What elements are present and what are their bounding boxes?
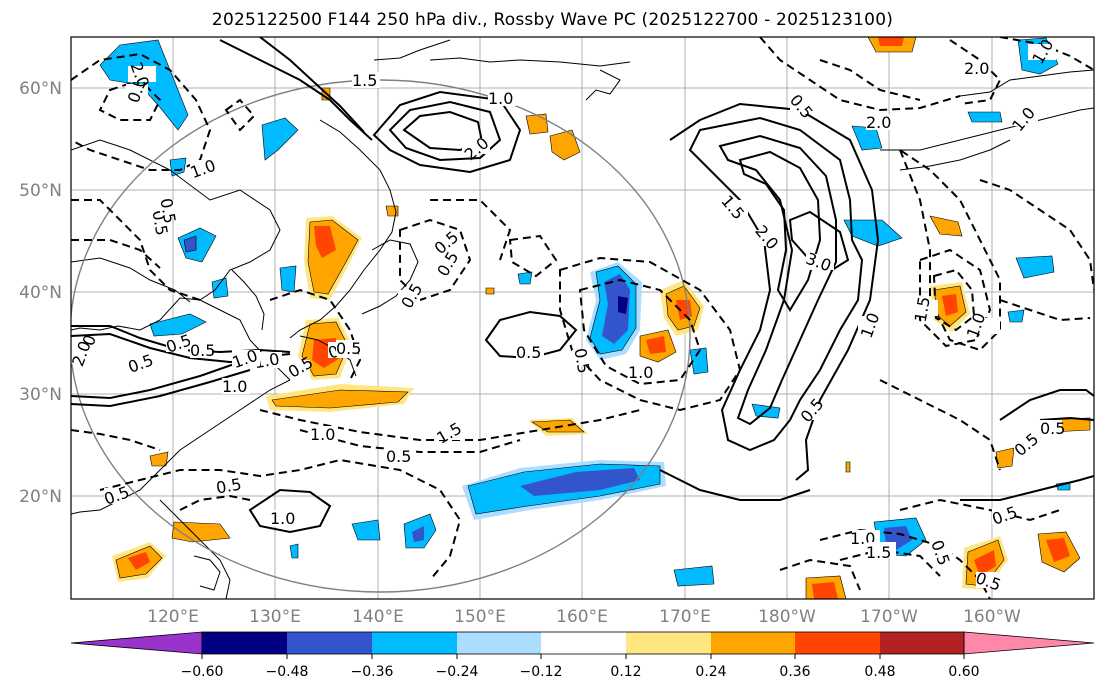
contour-label: 0.5 — [215, 474, 243, 497]
neg-blob — [967, 111, 1003, 123]
colorbar-segment — [626, 632, 711, 654]
contour-label: 0.5 — [190, 341, 215, 360]
contour-label: 2.0 — [866, 113, 891, 132]
lon-label-120e: 120°E — [147, 607, 199, 627]
contour-label: 1.5 — [352, 71, 377, 90]
contour-label: 0.5 — [336, 339, 361, 358]
colorbar-frame — [201, 631, 965, 655]
contour-label: 1.0 — [488, 89, 513, 108]
colorbar-segment — [541, 632, 626, 654]
lon-label-140e: 140°E — [352, 607, 404, 627]
contour-label: 0.5 — [1040, 419, 1065, 438]
neg-blob — [618, 296, 628, 314]
contour-label: 0.5 — [570, 347, 593, 375]
contour-label: 1.0 — [270, 509, 295, 528]
colorbar-segment — [202, 632, 287, 654]
contour-label: 0.5 — [156, 197, 179, 225]
neg-blob — [602, 274, 630, 344]
contour-label: 0.5 — [386, 447, 411, 466]
colorbar-tick-label: 0.36 — [779, 664, 810, 680]
neg-blob — [351, 519, 381, 541]
pos-blob — [485, 287, 495, 295]
neg-blob — [211, 277, 229, 299]
neg-blob — [520, 468, 640, 496]
lat-label-60n: 60°N — [19, 79, 62, 99]
lat-label-20n: 20°N — [19, 487, 62, 507]
latitude-labels: 60°N 50°N 40°N 30°N 20°N — [19, 79, 62, 507]
neg-blob — [183, 235, 197, 253]
pos-blob — [812, 582, 838, 599]
lat-label-50n: 50°N — [19, 181, 62, 201]
lat-label-30n: 30°N — [19, 385, 62, 405]
pos-blob — [128, 552, 150, 570]
neg-blob — [1007, 309, 1025, 323]
colorbar: −0.60 −0.48 −0.36 −0.24 −0.12 0.12 0.24 … — [70, 631, 1095, 680]
contour-label: 1.0 — [222, 377, 247, 396]
neg-blob — [673, 565, 715, 587]
colorbar-segment — [963, 631, 1095, 655]
pos-blob — [149, 451, 169, 467]
pos-blob — [942, 294, 958, 316]
pos-blob — [271, 389, 409, 409]
coastlines — [71, 39, 1094, 599]
lon-label-160e: 160°E — [556, 607, 608, 627]
longitude-labels: 120°E 130°E 140°E 150°E 160°E 170°E 180°… — [147, 607, 1021, 627]
colorbar-tick-label: −0.12 — [520, 664, 563, 680]
neg-blob — [261, 117, 299, 161]
pos-blob — [646, 336, 666, 354]
colorbar-tick-label: −0.36 — [351, 664, 394, 680]
lon-label-150e: 150°E — [454, 607, 506, 627]
divergence-shading — [99, 37, 1091, 599]
colorbar-segment — [287, 632, 372, 654]
contour-label: 1.5 — [911, 295, 934, 323]
plot-frame — [70, 36, 1095, 600]
pos-blob — [845, 461, 851, 473]
lat-label-40n: 40°N — [19, 283, 62, 303]
colorbar-ticks — [201, 654, 965, 659]
positive-contours — [71, 37, 1094, 534]
colorbar-tick-label: −0.48 — [266, 664, 309, 680]
colorbar-tick-label: 0.12 — [610, 664, 641, 680]
map-plot-area: 0.5 1.5 1.0 2.0 0.5 2.0 2.0 0.5 2.0 1.0 … — [71, 37, 1094, 599]
neg-blob — [177, 227, 217, 263]
neg-blob — [517, 271, 533, 285]
pos-blob — [314, 226, 336, 258]
colorbar-tick-label: −0.60 — [181, 664, 224, 680]
colorbar-segment — [372, 632, 457, 654]
contour-label: 2.0 — [964, 59, 989, 78]
colorbar-segment — [795, 632, 880, 654]
pos-blob — [1046, 538, 1070, 562]
neg-blob — [1015, 255, 1055, 279]
map-title: 2025122500 F144 250 hPa div., Rossby Wav… — [211, 10, 894, 30]
lon-label-180w: 180°W — [758, 607, 816, 627]
lon-label-170w: 170°W — [860, 607, 918, 627]
contour-label: 1.5 — [866, 543, 891, 562]
pos-blob — [974, 550, 996, 576]
neg-blob — [412, 526, 424, 542]
lon-label-160w: 160°W — [963, 607, 1021, 627]
pos-blob — [525, 113, 549, 135]
colorbar-segment — [711, 632, 795, 654]
neg-blob — [149, 313, 207, 337]
colorbar-tick-label: 0.48 — [864, 664, 895, 680]
contour-label: 1.0 — [310, 425, 335, 444]
neg-blob — [289, 543, 299, 559]
contour-labels: 0.5 1.5 1.0 2.0 0.5 2.0 2.0 0.5 2.0 1.0 … — [71, 37, 1065, 595]
colorbar-tick-label: 0.24 — [695, 664, 726, 680]
neg-blob — [689, 347, 709, 375]
pos-blob — [878, 37, 904, 46]
colorbar-tick-label: 0.60 — [948, 664, 979, 680]
colorbar-segment — [457, 632, 541, 654]
colorbar-segment — [70, 631, 203, 655]
contour-label: 1.0 — [628, 363, 653, 382]
neg-blob — [279, 265, 297, 293]
contour-label: 0.5 — [516, 343, 541, 362]
colorbar-segment — [880, 632, 964, 654]
pos-blob — [929, 215, 963, 237]
pos-blob — [549, 129, 581, 161]
lon-label-130e: 130°E — [249, 607, 301, 627]
colorbar-tick-label: −0.24 — [436, 664, 479, 680]
lon-label-170e: 170°E — [659, 607, 711, 627]
